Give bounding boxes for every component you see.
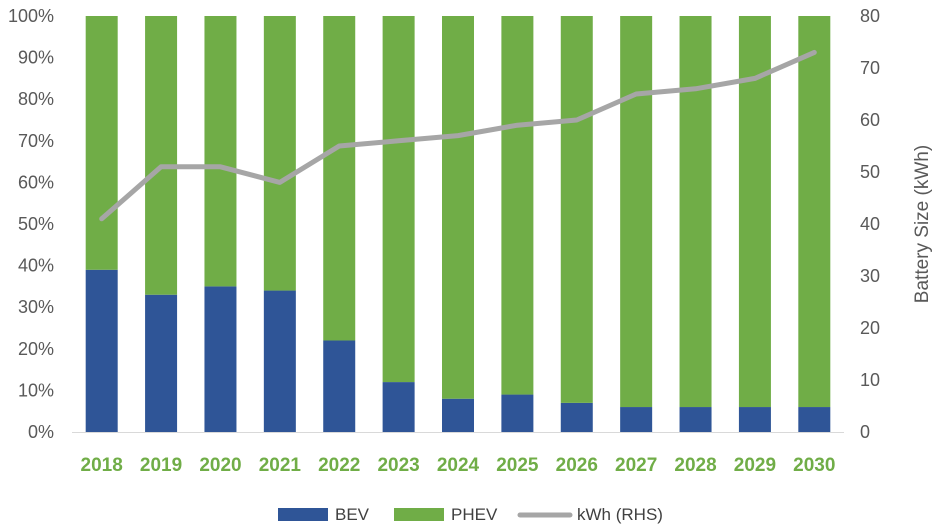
bar-bev bbox=[323, 340, 356, 432]
x-tick-label: 2018 bbox=[81, 455, 123, 476]
left-axis-ticks: 0% 10% 20% 30% 40% 50% 60% 70% 80% 90% 100% bbox=[8, 6, 54, 442]
bar-bev bbox=[798, 407, 831, 432]
legend-swatch-phev bbox=[394, 508, 444, 521]
line-kwh bbox=[99, 49, 817, 222]
x-tick-label: 2027 bbox=[615, 455, 657, 476]
bar-bev bbox=[382, 382, 415, 432]
x-tick-label: 2026 bbox=[556, 455, 598, 476]
x-tick-label: 2028 bbox=[674, 455, 716, 476]
legend: BEV PHEV kWh (RHS) bbox=[278, 505, 663, 524]
right-tick-label: 60 bbox=[860, 110, 880, 130]
bar-bev bbox=[263, 290, 296, 432]
x-tick-label: 2023 bbox=[377, 455, 419, 476]
right-axis-title: Battery Size (kWh) bbox=[912, 145, 933, 303]
right-tick-label: 0 bbox=[860, 422, 870, 442]
left-tick-label: 0% bbox=[28, 422, 54, 442]
bar-bev bbox=[620, 407, 653, 432]
left-tick-label: 90% bbox=[18, 48, 54, 68]
bar-phev bbox=[620, 16, 653, 408]
right-tick-label: 30 bbox=[860, 266, 880, 286]
x-tick-label: 2025 bbox=[496, 455, 539, 476]
bar-bev bbox=[145, 294, 178, 432]
bar-bev bbox=[679, 407, 712, 432]
bar-phev bbox=[560, 16, 593, 403]
legend-label-kwh: kWh (RHS) bbox=[577, 505, 663, 524]
x-tick-label: 2021 bbox=[259, 455, 302, 476]
right-tick-label: 40 bbox=[860, 214, 880, 234]
left-tick-label: 30% bbox=[18, 297, 54, 317]
x-tick-label: 2020 bbox=[199, 455, 241, 476]
left-tick-label: 80% bbox=[18, 89, 54, 109]
x-tick-label: 2019 bbox=[140, 455, 182, 476]
bar-bev bbox=[204, 286, 237, 432]
bar-bev bbox=[501, 394, 534, 432]
bar-phev bbox=[501, 16, 534, 395]
right-tick-label: 20 bbox=[860, 318, 880, 338]
bar-phev bbox=[382, 16, 415, 383]
right-tick-label: 80 bbox=[860, 6, 880, 26]
left-tick-label: 20% bbox=[18, 339, 54, 359]
bars-group bbox=[85, 16, 831, 432]
left-tick-label: 60% bbox=[18, 172, 54, 192]
x-tick-label: 2029 bbox=[734, 455, 776, 476]
right-tick-label: 50 bbox=[860, 162, 880, 182]
bar-phev bbox=[263, 16, 296, 291]
bar-phev bbox=[798, 16, 831, 408]
legend-label-bev: BEV bbox=[335, 505, 370, 524]
line-series-group bbox=[99, 49, 817, 222]
bar-phev bbox=[679, 16, 712, 408]
left-tick-label: 100% bbox=[8, 6, 54, 26]
bar-bev bbox=[442, 398, 474, 432]
right-axis-ticks: 0 10 20 30 40 50 60 70 80 bbox=[860, 6, 880, 442]
right-tick-label: 70 bbox=[860, 58, 880, 78]
bar-bev bbox=[85, 269, 118, 432]
bar-bev bbox=[738, 407, 771, 432]
x-tick-label: 2030 bbox=[793, 455, 835, 476]
left-tick-label: 10% bbox=[18, 380, 54, 400]
bar-phev bbox=[204, 16, 237, 287]
legend-swatch-bev bbox=[278, 508, 328, 521]
bar-phev bbox=[145, 16, 178, 295]
left-tick-label: 50% bbox=[18, 214, 54, 234]
x-tick-label: 2024 bbox=[437, 455, 480, 476]
bar-phev bbox=[442, 16, 474, 399]
bar-phev bbox=[323, 16, 356, 341]
left-tick-label: 70% bbox=[18, 131, 54, 151]
x-axis-ticks: 2018 2019 2020 2021 2022 2023 2024 2025 2026 2027… bbox=[81, 455, 836, 476]
bar-phev bbox=[85, 16, 118, 270]
legend-label-phev: PHEV bbox=[451, 505, 498, 524]
x-tick-label: 2022 bbox=[318, 455, 360, 476]
left-tick-label: 40% bbox=[18, 256, 54, 276]
bar-bev bbox=[560, 402, 593, 432]
right-tick-label: 10 bbox=[860, 370, 880, 390]
